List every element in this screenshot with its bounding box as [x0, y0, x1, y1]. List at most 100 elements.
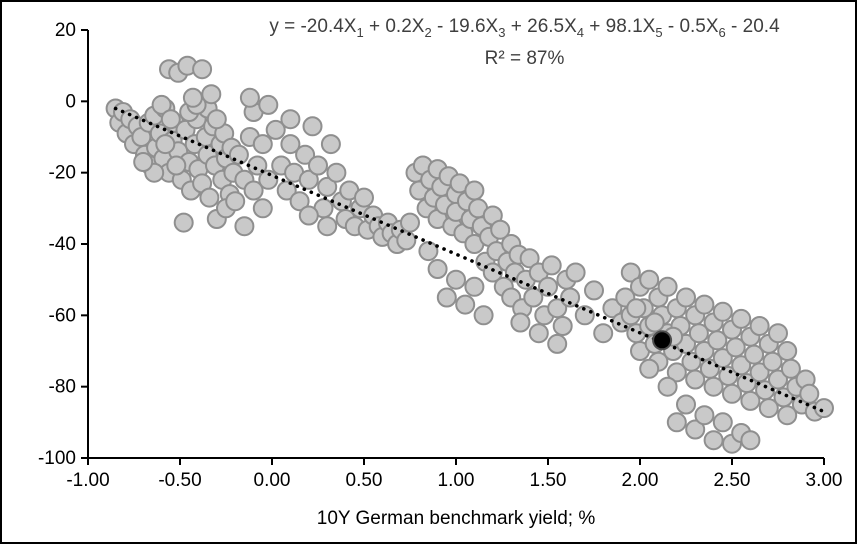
- r-squared-text: R² = 87%: [484, 47, 565, 69]
- observations-point: [396, 230, 417, 251]
- observations-point: [814, 398, 834, 419]
- x-tick-label: -0.50: [158, 470, 201, 491]
- y-tick-label: -20: [49, 163, 76, 184]
- observations-point: [657, 376, 678, 397]
- observations-point: [780, 358, 801, 379]
- observations-point: [473, 305, 494, 326]
- observations-point: [762, 351, 783, 372]
- observations-point: [252, 198, 273, 219]
- observations-point: [593, 323, 614, 344]
- x-tick-label: 0.50: [346, 470, 383, 491]
- observations-point: [703, 430, 724, 451]
- observations-point: [731, 308, 752, 329]
- observations-point: [768, 323, 788, 344]
- observations-point: [243, 180, 264, 201]
- observations-point: [639, 358, 660, 379]
- observations-point: [326, 162, 347, 183]
- observations-point: [799, 383, 820, 404]
- observations-point: [768, 369, 788, 390]
- observations-point: [744, 344, 765, 365]
- y-tick-label: -60: [49, 305, 76, 326]
- x-tick-label: 0.00: [254, 470, 291, 491]
- observations-point: [490, 219, 511, 240]
- observations-point: [666, 362, 687, 383]
- highlighted-point: [652, 330, 673, 351]
- observations-point: [173, 212, 194, 233]
- observations-point: [308, 155, 328, 176]
- observations-point: [712, 412, 733, 433]
- observations-point: [777, 405, 798, 426]
- observations-point: [320, 134, 341, 155]
- observations-point: [626, 298, 647, 319]
- observations-point: [560, 287, 581, 308]
- observations-point: [201, 84, 222, 105]
- observations-point: [258, 94, 279, 115]
- observations-point: [676, 287, 696, 308]
- observations-point: [192, 59, 213, 80]
- observations-point: [541, 255, 562, 276]
- x-tick-label: -1.00: [66, 470, 109, 491]
- y-tick-label: -80: [49, 377, 76, 398]
- x-tick-label: 1.00: [438, 470, 475, 491]
- observations-point: [151, 94, 172, 115]
- observations-point: [298, 169, 319, 190]
- observations-point: [464, 180, 485, 201]
- observations-point: [749, 362, 770, 383]
- observations-point: [206, 109, 227, 130]
- observations-point: [133, 152, 154, 172]
- observations-point: [295, 144, 316, 165]
- trendline: [113, 106, 826, 414]
- observations-point: [182, 87, 203, 108]
- observations-point: [252, 134, 273, 155]
- observations-point: [280, 109, 301, 130]
- equation-text: y = -20.4X1 + 0.2X2 - 19.6X3 + 26.5X4 + …: [269, 16, 780, 40]
- x-tick-label: 1.50: [530, 470, 567, 491]
- observations-point: [685, 369, 706, 390]
- observations-point: [418, 241, 439, 262]
- observations-point: [694, 294, 715, 315]
- observations-point: [519, 248, 540, 269]
- observations-point: [427, 259, 448, 279]
- observations-point: [731, 355, 752, 376]
- y-tick-label: -100: [38, 448, 76, 469]
- observations-point: [317, 176, 338, 197]
- observations-point: [707, 330, 728, 351]
- observations-point: [777, 341, 798, 361]
- observations-point: [740, 430, 761, 451]
- observations-point: [317, 216, 338, 237]
- y-tick-label: 0: [65, 91, 76, 112]
- x-tick-label: 2.50: [714, 470, 751, 491]
- observations-point: [639, 269, 660, 290]
- observations-point: [298, 205, 319, 226]
- observations-point: [280, 134, 301, 155]
- observations-point: [602, 298, 623, 319]
- observations-point: [436, 287, 457, 308]
- observations-point: [239, 87, 260, 108]
- observations-point: [547, 298, 568, 319]
- observations-point: [688, 323, 709, 344]
- observations-point: [694, 405, 715, 426]
- observations-point: [666, 412, 687, 433]
- observations-point: [225, 191, 246, 212]
- observations-point: [584, 280, 604, 301]
- observations-point: [199, 187, 220, 208]
- observations-point: [265, 119, 286, 140]
- observations-point: [565, 262, 586, 283]
- observations-point: [160, 109, 181, 130]
- observations-point: [644, 312, 665, 333]
- observations-point: [234, 216, 255, 237]
- observations-point: [685, 419, 706, 440]
- observations-point: [703, 376, 724, 397]
- observations-point: [749, 316, 770, 336]
- y-tick-label: -40: [49, 234, 76, 255]
- observations-point: [528, 323, 549, 344]
- observations-point: [758, 398, 779, 419]
- observations-point: [725, 337, 746, 358]
- observations-point: [722, 383, 742, 404]
- observations-point: [289, 191, 310, 212]
- observations-point: [455, 294, 476, 315]
- observations-point: [676, 394, 696, 415]
- observations-point: [694, 341, 715, 361]
- x-tick-label: 3.00: [806, 470, 843, 491]
